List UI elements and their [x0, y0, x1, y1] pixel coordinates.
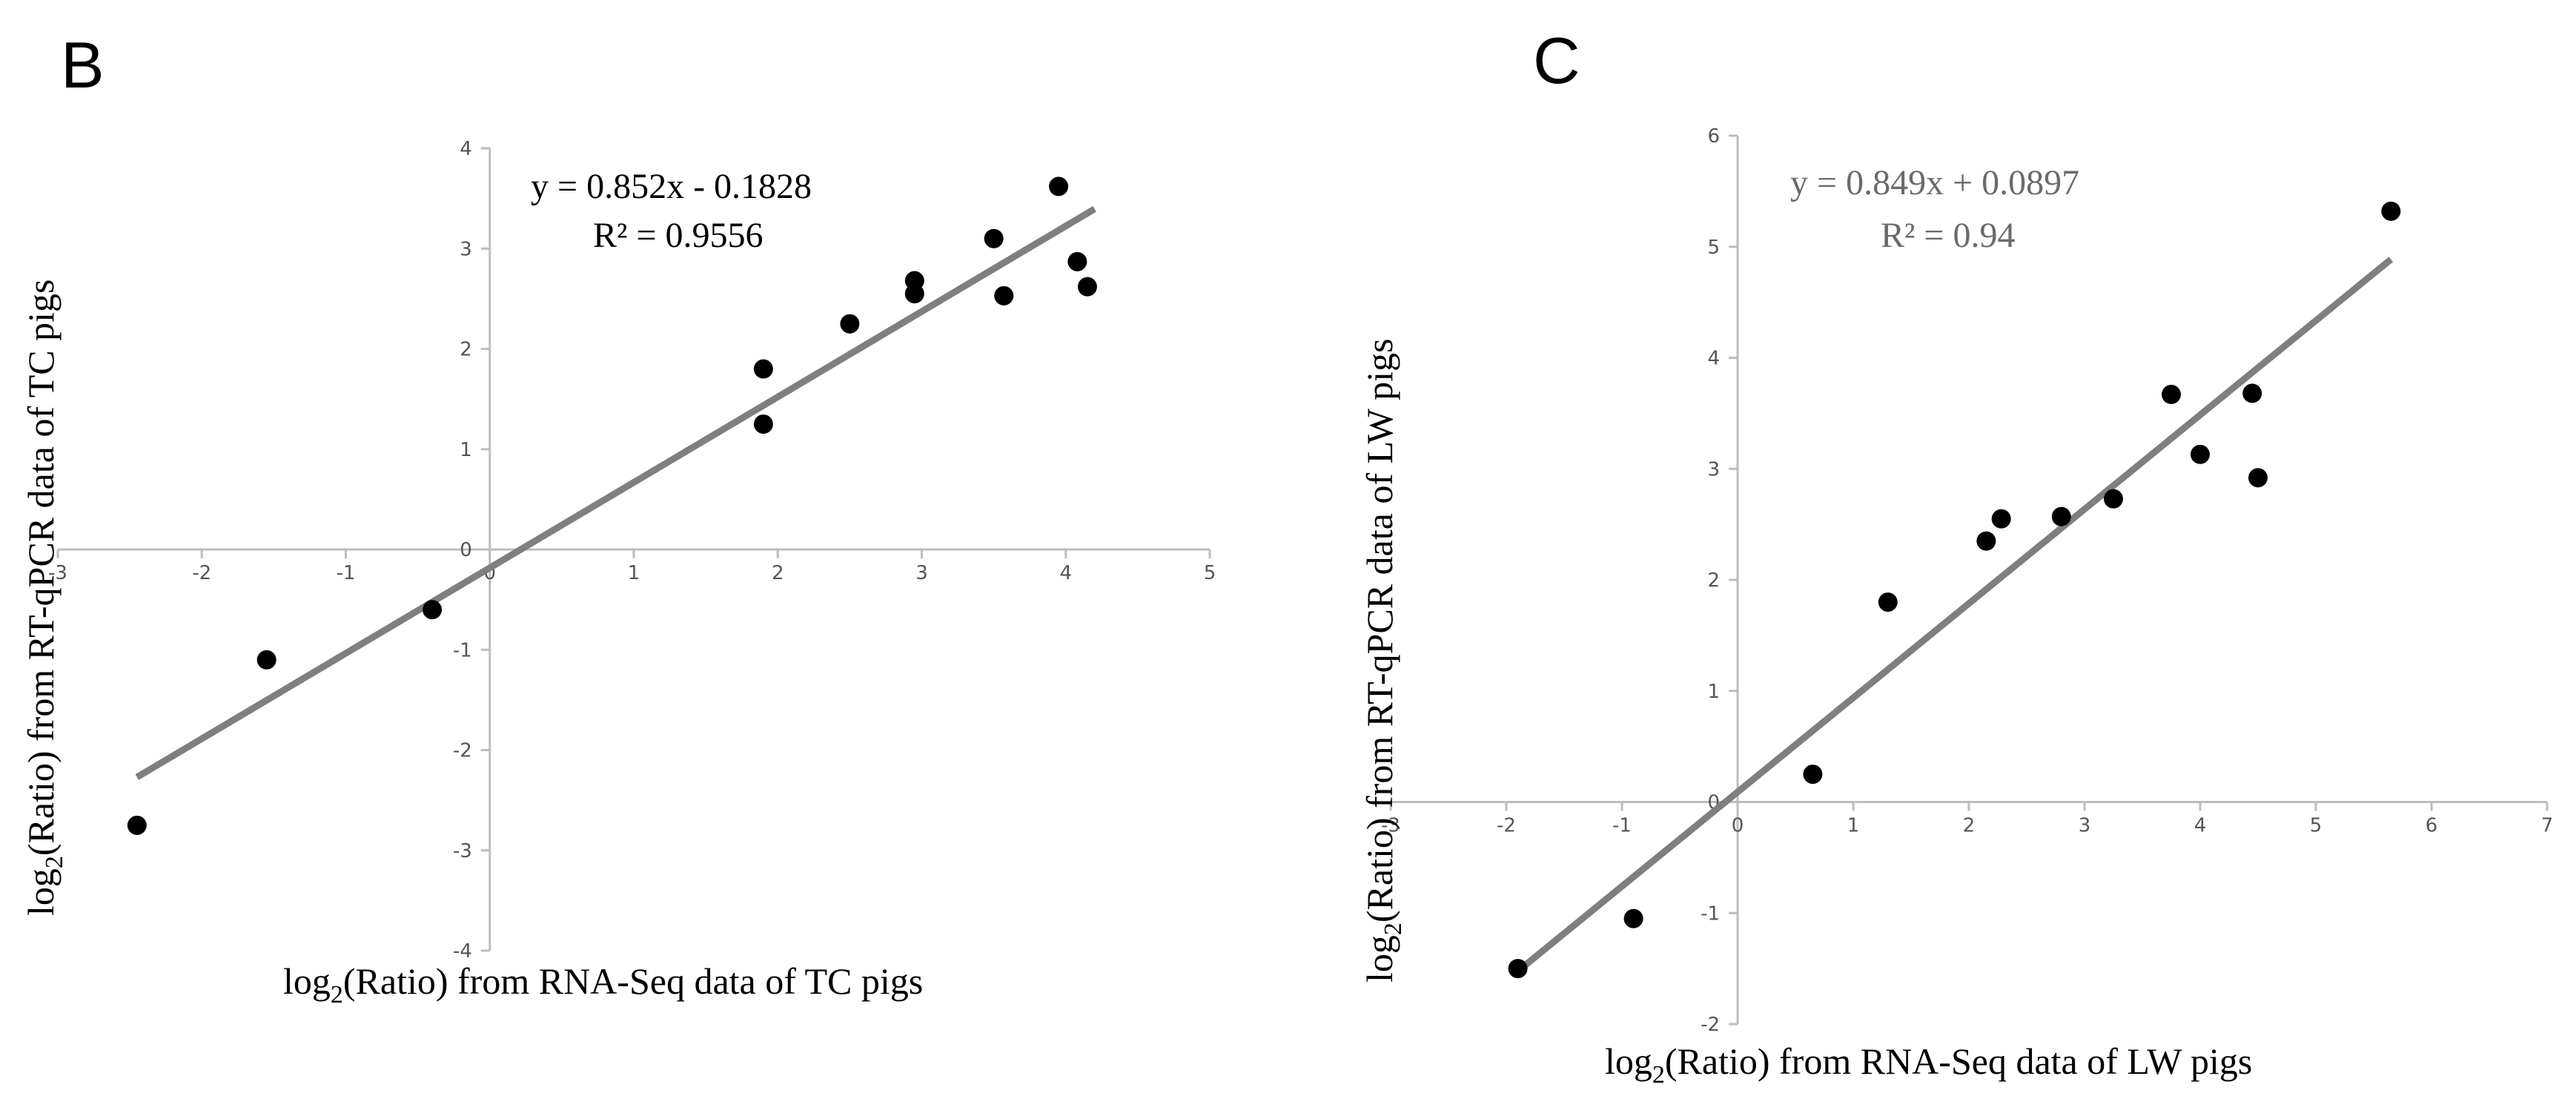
y-tick-label: 1	[460, 439, 472, 461]
trendline	[1515, 257, 2394, 974]
r-squared: R² = 0.94	[1881, 216, 2015, 255]
y-tick-label: 0	[460, 539, 472, 561]
panel-label: B	[61, 28, 105, 102]
data-point	[753, 359, 773, 379]
data-point	[423, 600, 443, 620]
x-tick-label: 2	[1963, 815, 1976, 837]
data-point	[2381, 201, 2401, 221]
data-point	[2162, 384, 2181, 404]
trendline	[135, 205, 1096, 780]
data-point	[2242, 383, 2262, 403]
y-tick-label: 2	[460, 339, 472, 361]
y-tick-label: 5	[1707, 237, 1720, 259]
data-point	[1077, 277, 1097, 297]
y-tick-label: 4	[1707, 348, 1720, 370]
y-tick-label: 3	[1707, 458, 1720, 481]
data-point	[127, 815, 147, 835]
data-point	[2104, 489, 2123, 509]
data-point	[1991, 509, 2011, 529]
y-axis-label: log2(Ratio) from RT-qPCR data of TC pigs	[20, 280, 68, 916]
data-point	[2191, 444, 2210, 464]
y-tick-label: -1	[1701, 902, 1720, 925]
y-tick-label: 2	[1707, 570, 1720, 592]
points-b	[127, 176, 1097, 835]
y-tick-label: -3	[453, 840, 472, 862]
x-tick-label: -2	[192, 562, 211, 584]
x-tick-label: -1	[1612, 815, 1632, 837]
x-tick-label: 2	[772, 562, 784, 584]
x-tick-label: 5	[1204, 562, 1216, 584]
y-tick-label: -2	[1701, 1014, 1720, 1036]
x-tick-label: -2	[1497, 815, 1516, 837]
x-axis-label: log2(Ratio) from RNA-Seq data of TC pigs	[283, 960, 923, 1009]
data-point	[840, 314, 860, 334]
trendline-b	[135, 205, 1096, 780]
data-point	[753, 414, 773, 434]
x-tick-label: 7	[2541, 815, 2554, 837]
x-tick-label: -1	[337, 562, 356, 584]
data-point	[904, 284, 924, 304]
data-point	[1049, 176, 1069, 197]
y-axis-label: log2(Ratio) from RT-qPCR data of LW pigs	[1359, 338, 1407, 983]
data-point	[256, 650, 277, 670]
y-tick-label: 4	[460, 138, 472, 160]
data-point	[1623, 908, 1643, 928]
y-tick-label: 6	[1707, 125, 1720, 148]
regression-equation: y = 0.852x - 0.1828	[531, 167, 812, 206]
x-tick-label: 3	[2079, 815, 2091, 837]
data-point	[994, 285, 1014, 306]
x-tick-label: 3	[915, 562, 928, 584]
x-tick-label: 1	[1847, 815, 1860, 837]
x-tick-label: 6	[2426, 815, 2438, 837]
data-point	[2248, 468, 2268, 488]
x-tick-label: 0	[1732, 815, 1744, 837]
x-tick-label: -3	[48, 562, 67, 584]
panel-label: C	[1533, 24, 1580, 97]
x-tick-label: 4	[2194, 815, 2207, 837]
data-point	[2051, 506, 2071, 527]
x-axis-label: log2(Ratio) from RNA-Seq data of LW pigs	[1605, 1040, 2252, 1089]
x-tick-label: 4	[1059, 562, 1072, 584]
data-point	[1976, 531, 1996, 551]
x-tick-label: 5	[2310, 815, 2322, 837]
data-point	[1803, 765, 1823, 785]
y-tick-label: -4	[453, 940, 472, 963]
y-tick-label: 1	[1707, 681, 1720, 703]
data-point	[1508, 959, 1528, 979]
y-tick-label: -1	[453, 639, 472, 661]
data-point	[1878, 592, 1898, 612]
data-point	[984, 228, 1004, 248]
y-tick-label: -2	[453, 740, 472, 762]
data-point	[1067, 251, 1087, 271]
points-c	[1508, 201, 2401, 979]
regression-equation: y = 0.849x + 0.0897	[1790, 163, 2079, 202]
y-tick-label: 3	[460, 238, 472, 260]
x-tick-label: 1	[628, 562, 640, 584]
x-tick-label: -3	[1381, 815, 1400, 837]
r-squared: R² = 0.9556	[593, 216, 763, 255]
trendline-c	[1515, 257, 2394, 974]
